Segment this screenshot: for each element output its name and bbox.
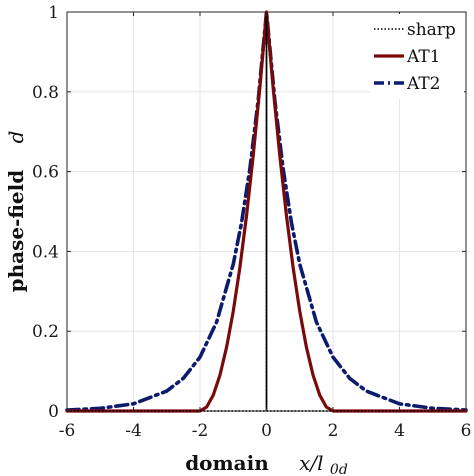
legend: sharp AT1 AT2	[370, 14, 464, 99]
x-tick-label: 0	[261, 421, 272, 441]
legend-item-at2: AT2	[374, 74, 441, 94]
x-axis-label-symbol: x/l	[299, 451, 323, 475]
x-axis-label: domain x/l 0d	[185, 451, 348, 476]
x-axis-label-subscript: 0d	[330, 462, 348, 476]
y-axis-label-word: phase-field	[4, 170, 28, 293]
y-tick-label: 0	[48, 402, 59, 422]
legend-item-sharp: sharp	[374, 20, 456, 40]
tick-labels: -6 -4 -2 0 2 4 6 0 0.2 0.4 0.6 0.8 1	[32, 3, 471, 441]
y-axis-label-symbol: d	[4, 131, 28, 144]
y-tick-label: 0.2	[32, 322, 59, 342]
legend-label: sharp	[407, 20, 456, 40]
x-axis-label-word: domain	[185, 451, 269, 475]
x-tick-label: -6	[59, 421, 76, 441]
series-line-at2	[65, 10, 468, 412]
x-tick-label: 4	[394, 421, 405, 441]
y-tick-label: 1	[48, 3, 59, 23]
y-tick-label: 0.4	[32, 242, 59, 262]
y-tick-label: 0.6	[32, 163, 59, 183]
legend-label: AT1	[406, 47, 441, 67]
x-tick-label: -2	[192, 421, 209, 441]
legend-item-at1: AT1	[374, 47, 441, 67]
x-tick-label: 6	[461, 421, 472, 441]
y-axis-label: phase-field d	[4, 131, 28, 293]
x-tick-label: -4	[125, 421, 142, 441]
x-tick-label: 2	[328, 421, 339, 441]
legend-label: AT2	[406, 74, 441, 94]
y-tick-label: 0.8	[32, 83, 59, 103]
